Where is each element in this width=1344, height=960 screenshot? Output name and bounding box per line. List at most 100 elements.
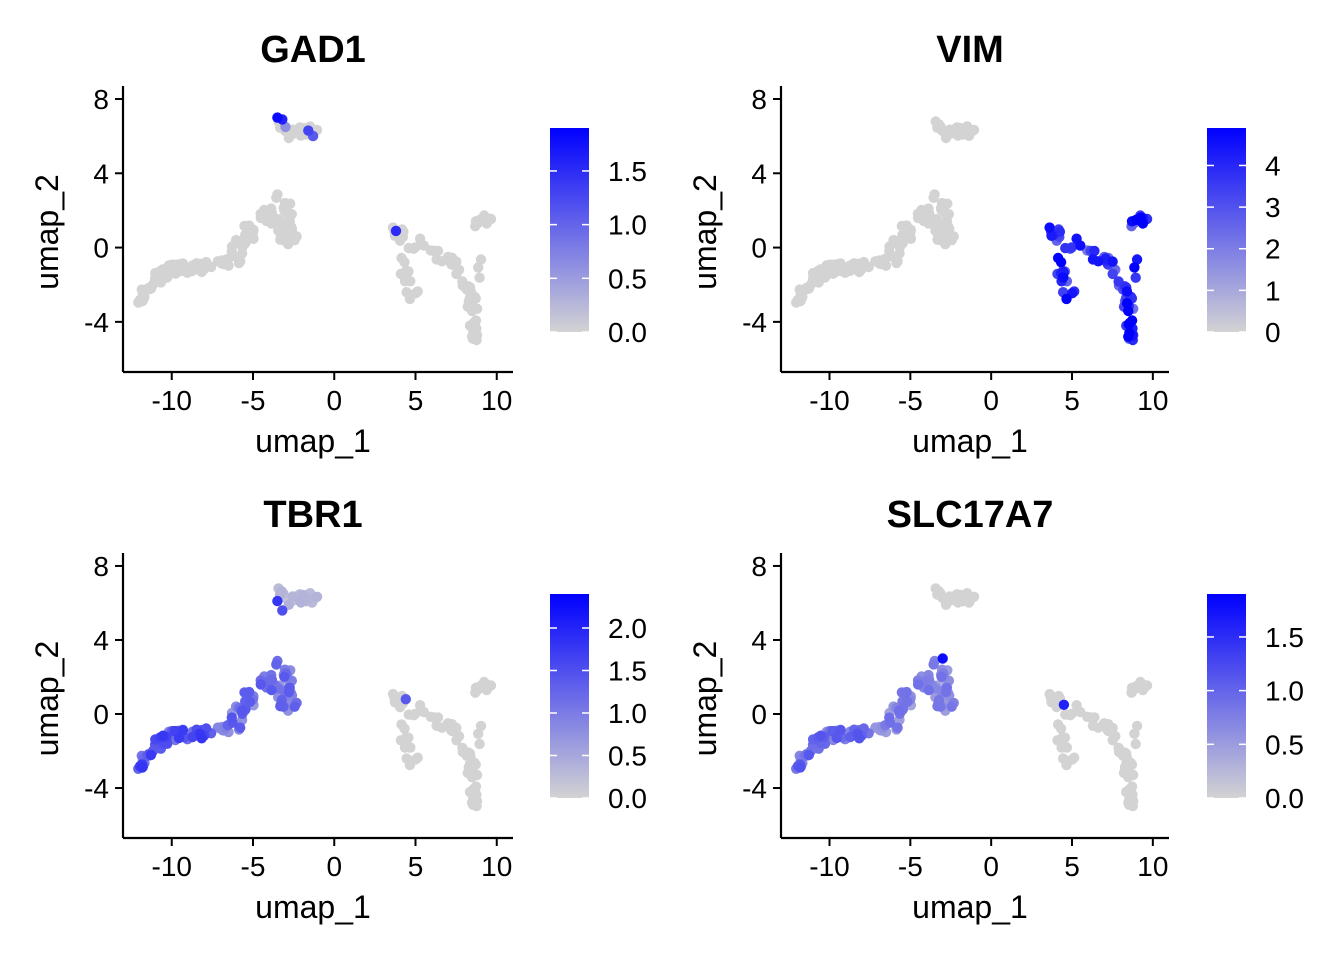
colorbar-legend: 0.0 0.5 1.0 1.5: [1207, 594, 1304, 814]
y-tick-label: 8: [93, 551, 109, 582]
cell-point: [404, 293, 416, 305]
colorbar-tick-label: 1.5: [1265, 622, 1304, 653]
colorbar-legend: 0.0 0.5 1.0 1.5 2.0: [550, 594, 647, 814]
y-tick-label: 0: [93, 699, 109, 730]
colorbar: [1207, 128, 1246, 332]
cell-point: [286, 223, 298, 235]
cell-point: [835, 258, 846, 270]
colorbar: [550, 128, 589, 332]
cell-point: [479, 214, 490, 225]
cell-point: [266, 203, 277, 214]
y-tick-label: 4: [751, 625, 767, 656]
cell-point: [905, 226, 916, 237]
cell-point: [935, 235, 946, 246]
x-tick-label: 0: [326, 851, 342, 882]
cell-point: [272, 595, 283, 607]
cell-point: [854, 733, 865, 744]
x-tick-label: 5: [1064, 851, 1080, 882]
cell-point: [835, 725, 846, 736]
cell-point: [1130, 272, 1141, 283]
colorbar-tick-label: 0.5: [608, 263, 647, 294]
points-layer: [133, 112, 497, 346]
cell-point: [464, 282, 476, 293]
cell-point: [1046, 230, 1057, 241]
cell-point: [874, 255, 885, 266]
cell-point: [255, 679, 266, 690]
y-tick-label: -4: [84, 307, 109, 338]
cell-point: [1045, 693, 1057, 704]
colorbar-tick-label: 0.0: [608, 783, 647, 814]
colorbar-tick-label: 4: [1265, 150, 1281, 181]
y-tick-label: 8: [751, 84, 767, 115]
cell-point: [157, 730, 169, 741]
cell-point: [1093, 256, 1104, 267]
x-tick-label: 5: [1064, 385, 1080, 416]
colorbar-tick-label: 0: [1265, 317, 1281, 348]
colorbar-tick-label: 1.5: [608, 656, 647, 687]
cell-point: [944, 223, 955, 235]
colorbar-tick-label: 2.0: [608, 613, 647, 644]
x-tick-label: -10: [152, 385, 192, 416]
y-axis-title: umap_2: [687, 174, 723, 290]
y-tick-label: 0: [751, 699, 767, 730]
cell-point: [963, 130, 975, 141]
cell-point: [470, 687, 481, 698]
cell-point: [888, 234, 899, 246]
cell-point: [467, 319, 478, 330]
colorbar-tick-label: 0.0: [608, 317, 647, 348]
cell-point: [169, 260, 180, 271]
y-tick-label: 0: [93, 233, 109, 264]
cell-point: [1129, 262, 1140, 273]
cell-point: [795, 294, 807, 306]
x-axis-title: umap_1: [255, 889, 371, 925]
cell-point: [801, 283, 813, 295]
cell-point: [1124, 317, 1136, 329]
cell-point: [1061, 293, 1072, 305]
cell-point: [1127, 800, 1139, 812]
cell-point: [464, 748, 476, 759]
points-layer: [133, 583, 497, 812]
y-tick-label: 8: [751, 551, 767, 582]
cell-point: [275, 701, 286, 712]
y-axis-title: umap_2: [29, 641, 65, 757]
cell-point: [1058, 732, 1069, 743]
cell-point: [441, 719, 453, 731]
cell-point: [1137, 218, 1149, 229]
x-tick-label: -5: [241, 851, 266, 882]
cell-point: [1124, 327, 1135, 339]
cell-point: [892, 722, 903, 733]
cell-point: [471, 334, 482, 346]
y-tick-label: 8: [93, 84, 109, 115]
x-axis-title: umap_1: [912, 423, 1028, 459]
cell-point: [795, 762, 806, 773]
cell-point: [431, 254, 442, 265]
x-axis-title: umap_1: [912, 889, 1028, 925]
cell-point: [410, 708, 421, 719]
cell-point: [399, 276, 411, 287]
cell-point: [412, 286, 423, 297]
feature-panel-gad1: GAD1 -10 -5 0 5 10 -4 0 4 8 umap_1 umap_2 0.0 0.5 1.0 1…: [29, 29, 647, 459]
cell-point: [471, 800, 482, 812]
cell-point: [248, 226, 259, 237]
cell-point: [399, 742, 411, 753]
cell-point: [399, 723, 410, 734]
cell-point: [1061, 759, 1072, 771]
points-layer: [791, 583, 1153, 812]
cell-point: [271, 659, 282, 670]
cell-point: [412, 752, 423, 763]
cell-point: [465, 298, 477, 309]
cell-point: [173, 732, 185, 744]
cell-point: [1129, 728, 1140, 739]
cell-point: [942, 198, 953, 209]
cell-point: [235, 722, 246, 733]
cell-point: [1121, 748, 1132, 759]
cell-point: [1058, 272, 1069, 283]
cell-point: [410, 242, 421, 253]
y-tick-label: -4: [742, 773, 767, 804]
cell-point: [470, 221, 481, 232]
cell-point: [955, 590, 966, 601]
cell-point: [923, 203, 934, 214]
colorbar-tick-label: 1.0: [1265, 676, 1304, 707]
cell-point: [1055, 723, 1067, 734]
